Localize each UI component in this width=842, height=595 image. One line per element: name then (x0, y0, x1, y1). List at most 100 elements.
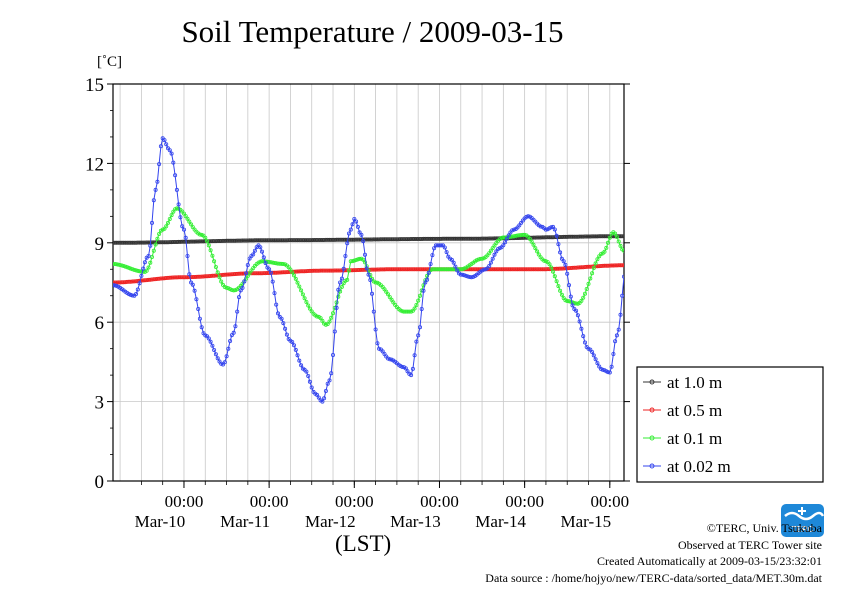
data-point (538, 224, 543, 229)
data-point (304, 299, 309, 304)
data-point (426, 270, 431, 275)
data-point (322, 396, 327, 401)
data-point (350, 259, 355, 264)
data-point (283, 238, 288, 243)
data-point (622, 248, 624, 253)
y-tick-label: 3 (95, 393, 105, 414)
data-point (226, 346, 231, 351)
data-point (556, 284, 561, 289)
data-point (274, 261, 279, 266)
data-point (366, 272, 371, 277)
data-point (567, 299, 572, 304)
data-point (113, 283, 115, 288)
data-point (607, 263, 612, 268)
legend-label: at 0.1 m (667, 429, 722, 448)
legend-swatch-marker (649, 435, 655, 441)
data-point (552, 274, 557, 279)
x-tick-sublabel: Mar-15 (560, 512, 611, 531)
data-point (281, 321, 286, 326)
data-point (570, 303, 575, 308)
legend-swatch-marker (649, 379, 655, 385)
data-point (139, 273, 144, 278)
data-point (281, 261, 286, 266)
data-point (128, 266, 133, 271)
data-point (149, 254, 154, 259)
data-point (132, 267, 137, 272)
data-point (501, 243, 506, 248)
data-point (453, 264, 458, 269)
data-point (299, 288, 304, 293)
data-point (327, 319, 332, 324)
data-point (602, 249, 607, 254)
chart-title: Soil Temperature / 2009-03-15 (181, 14, 564, 49)
data-point (355, 257, 360, 262)
data-point (350, 237, 355, 242)
data-point (338, 268, 343, 273)
data-point (183, 235, 188, 240)
data-point (208, 248, 213, 253)
data-point (267, 259, 272, 264)
data-point (197, 232, 202, 237)
data-point (350, 222, 355, 227)
data-point (178, 215, 183, 220)
data-point (425, 277, 430, 282)
data-point (417, 293, 422, 298)
data-point (622, 274, 624, 279)
data-point (190, 282, 195, 287)
data-point (476, 257, 481, 262)
data-point (213, 352, 218, 357)
data-point (444, 250, 449, 255)
data-point (528, 236, 533, 241)
data-point (135, 268, 140, 273)
data-point (169, 151, 174, 156)
data-point (151, 198, 156, 203)
data-point (274, 270, 279, 275)
data-point (517, 235, 522, 240)
data-point (600, 367, 605, 372)
data-point (549, 265, 554, 270)
data-point (144, 240, 149, 245)
data-point (330, 352, 335, 357)
data-point (467, 274, 472, 279)
data-point (614, 263, 619, 268)
data-point (522, 232, 527, 237)
data-point (338, 280, 343, 285)
data-point (455, 268, 460, 273)
data-point (568, 294, 573, 299)
data-point (595, 361, 600, 366)
data-point (327, 378, 332, 383)
data-point (187, 219, 192, 224)
data-point (259, 249, 264, 254)
data-point (134, 268, 139, 273)
data-point (306, 303, 311, 308)
data-point (153, 187, 158, 192)
terc-logo: TERC (781, 504, 825, 537)
data-point (231, 330, 236, 335)
data-point (130, 240, 135, 245)
data-point (275, 311, 280, 316)
data-point (613, 263, 618, 268)
data-point (171, 160, 176, 165)
credit-created: Created Automatically at 2009-03-15/23:3… (597, 554, 822, 568)
data-point (228, 272, 233, 277)
data-point (320, 399, 325, 404)
data-point (288, 267, 293, 272)
data-point (405, 369, 410, 374)
data-point (206, 243, 211, 248)
data-point (164, 240, 169, 245)
x-tick-label: 00:00 (420, 492, 459, 511)
data-point (407, 237, 412, 242)
data-point (352, 216, 357, 221)
data-point (240, 285, 245, 290)
data-point (125, 265, 130, 270)
data-point (208, 339, 213, 344)
data-point (598, 252, 603, 257)
data-point (197, 274, 202, 279)
data-point (178, 239, 183, 244)
data-point (165, 240, 170, 245)
data-point (190, 225, 195, 230)
data-point (174, 206, 179, 211)
data-point (206, 336, 211, 341)
data-point (307, 379, 312, 384)
data-point (526, 214, 531, 219)
